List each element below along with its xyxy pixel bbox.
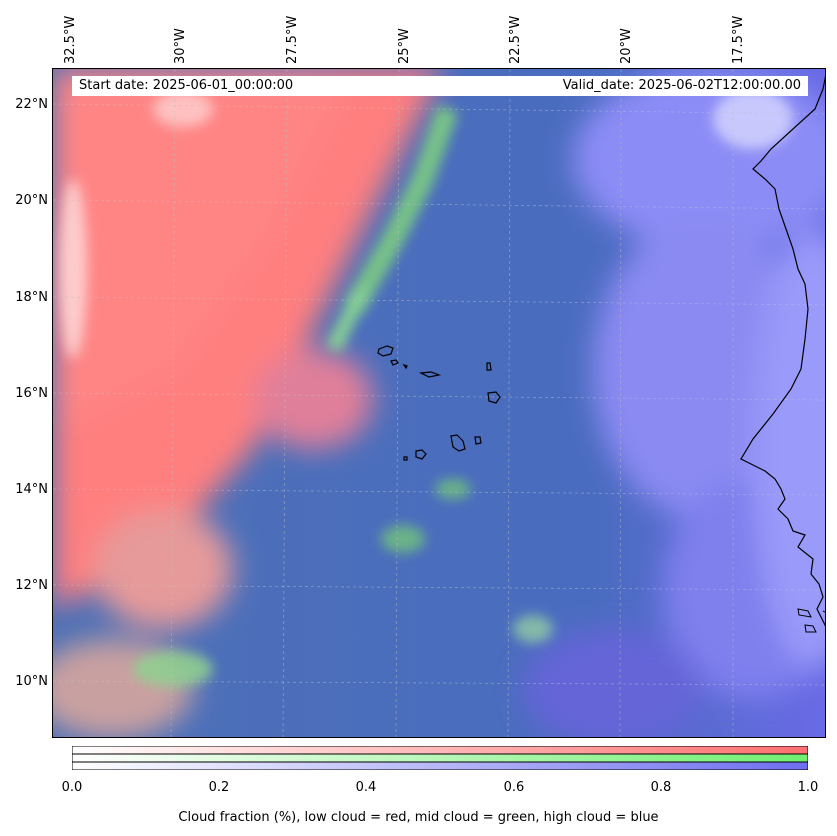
lat-label: 22°N [15, 97, 48, 112]
date-info-box: Start date: 2025-06-01_00:00:00 Valid_da… [72, 76, 808, 96]
island [474, 436, 482, 445]
island [450, 434, 466, 452]
african-coastline-south [797, 608, 825, 633]
low-cloud-layer [53, 69, 443, 737]
lat-label: 12°N [15, 578, 48, 593]
lat-label: 18°N [15, 290, 48, 305]
island [486, 362, 492, 371]
cloud-fraction-map [52, 68, 826, 738]
african-coastline [740, 75, 825, 627]
colorbar-tick: 1.0 [797, 780, 819, 795]
map-canvas [53, 69, 825, 737]
lon-label: 27.5°W [285, 15, 300, 64]
lat-label: 16°N [15, 386, 48, 401]
valid-date-text: Valid_date: 2025-06-02T12:00:00.00 [562, 78, 801, 93]
colorbar-tick: 0.2 [208, 780, 230, 795]
colorbar-tick: 0.0 [61, 780, 83, 795]
lon-label: 22.5°W [508, 15, 523, 64]
island [403, 456, 408, 461]
lat-label: 20°N [15, 193, 48, 208]
mid-cloud-layer [133, 105, 553, 687]
bright-cloud-patches [59, 89, 793, 359]
start-date-text: Start date: 2025-06-01_00:00:00 [79, 78, 294, 93]
cape-verde-islands [377, 345, 501, 461]
colorbar-tick: 0.4 [355, 780, 377, 795]
colorbar-title: Cloud fraction (%), low cloud = red, mid… [178, 810, 659, 825]
island [390, 359, 399, 366]
island [415, 449, 427, 460]
high-cloud-layer [523, 69, 825, 737]
island [487, 391, 501, 404]
lon-label: 25°W [397, 28, 412, 64]
colorbar [72, 746, 808, 770]
lat-label: 10°N [15, 674, 48, 689]
gridlines [53, 69, 825, 737]
colorbar-high-band [72, 761, 808, 770]
lon-label: 30°W [173, 28, 188, 64]
island [418, 371, 442, 378]
colorbar-tick: 0.8 [650, 780, 672, 795]
island [402, 363, 408, 370]
island [377, 345, 394, 357]
colorbar-tick: 0.6 [503, 780, 525, 795]
colorbar-low-band [72, 746, 808, 755]
lon-label: 32.5°W [63, 15, 78, 64]
lat-label: 14°N [15, 482, 48, 497]
lon-label: 20°W [619, 28, 634, 64]
lon-label: 17.5°W [731, 15, 746, 64]
colorbar-mid-band [72, 753, 808, 763]
